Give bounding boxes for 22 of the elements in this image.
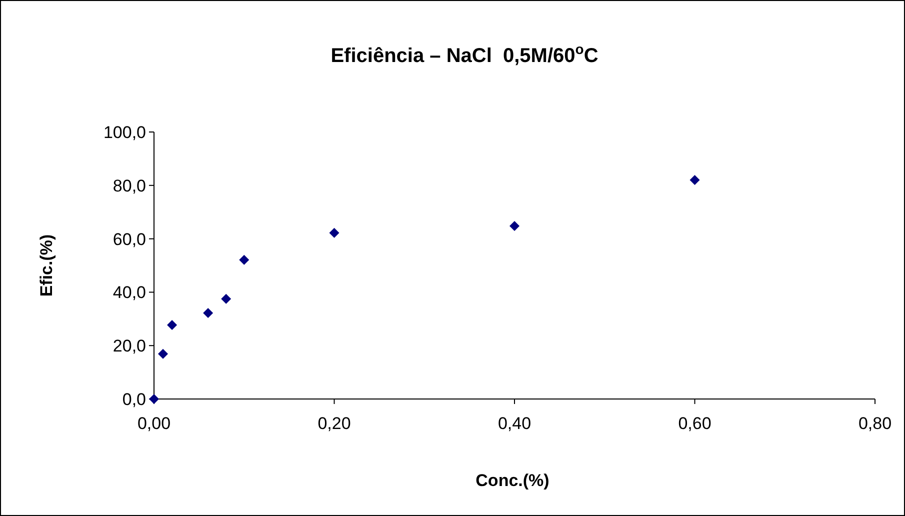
point [203,308,214,318]
y-tick-label: 40,0 [112,283,146,302]
point [158,348,168,359]
point [221,294,232,304]
x-tick-label: 0,80 [858,414,892,433]
x-tick-label: 0,60 [678,414,712,433]
point [167,320,178,330]
x-tick-label: 0,40 [498,414,532,433]
y-tick-label: 60,0 [112,230,146,249]
y-tick-label: 100,0 [103,122,146,142]
point [329,228,340,238]
y-axis-title: Efic.(%) [37,234,56,297]
x-tick-label: 0,00 [137,414,171,433]
x-tick-label: 0,20 [318,414,351,433]
y-tick-label: 0,0 [122,390,146,409]
y-tick-label: 80,0 [112,176,146,196]
x-axis-title: Conc.(%) [476,471,550,490]
chart-title: Eficiência – NaCl 0,5M/60$^{o}$C [330,41,598,67]
point [690,175,700,186]
point [510,220,520,231]
y-tick-label: 20,0 [112,336,146,356]
point [239,254,250,265]
